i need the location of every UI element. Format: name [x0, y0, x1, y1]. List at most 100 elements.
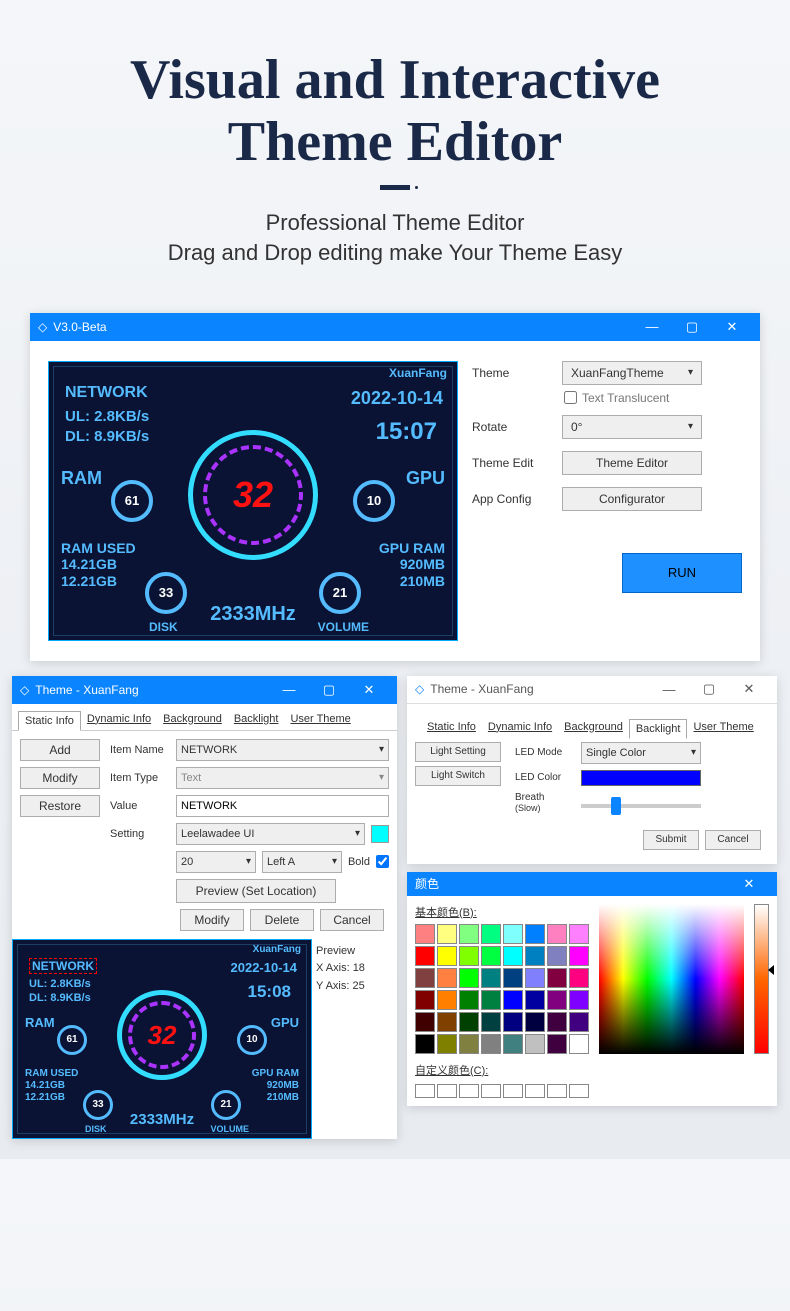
basic-color-swatch[interactable]	[503, 968, 523, 988]
theme-select[interactable]: XuanFangTheme▾	[562, 361, 702, 385]
item-name-select[interactable]: NETWORK▾	[176, 739, 389, 761]
restore-button[interactable]: Restore	[20, 795, 100, 817]
basic-color-swatch[interactable]	[569, 946, 589, 966]
submit-button[interactable]: Submit	[643, 830, 699, 850]
basic-color-swatch[interactable]	[437, 990, 457, 1010]
basic-color-swatch[interactable]	[525, 968, 545, 988]
basic-color-swatch[interactable]	[481, 990, 501, 1010]
custom-color-slot[interactable]	[525, 1084, 545, 1098]
basic-color-swatch[interactable]	[459, 968, 479, 988]
tab-background[interactable]: Background	[157, 710, 228, 730]
tab-backlight[interactable]: Backlight	[228, 710, 285, 730]
basic-color-swatch[interactable]	[547, 968, 567, 988]
add-button[interactable]: Add	[20, 739, 100, 761]
maximize-icon[interactable]: ▢	[672, 313, 712, 341]
minimize-icon[interactable]: —	[632, 313, 672, 341]
basic-color-swatch[interactable]	[525, 924, 545, 944]
tab-user-theme[interactable]: User Theme	[284, 710, 356, 730]
basic-color-swatch[interactable]	[415, 1012, 435, 1032]
luminance-bar[interactable]	[754, 904, 769, 1054]
close-icon[interactable]: ✕	[729, 675, 769, 703]
basic-color-swatch[interactable]	[503, 1034, 523, 1054]
basic-color-swatch[interactable]	[547, 990, 567, 1010]
basic-color-swatch[interactable]	[437, 946, 457, 966]
color-spectrum[interactable]	[599, 904, 744, 1054]
close-icon[interactable]: ✕	[349, 676, 389, 704]
basic-color-swatch[interactable]	[437, 1012, 457, 1032]
basic-color-swatch[interactable]	[547, 946, 567, 966]
basic-color-swatch[interactable]	[459, 924, 479, 944]
color-swatch[interactable]	[371, 825, 389, 843]
custom-color-slot[interactable]	[481, 1084, 501, 1098]
basic-color-swatch[interactable]	[481, 1012, 501, 1032]
tab-background[interactable]: Background	[558, 718, 629, 738]
close-icon[interactable]: ✕	[712, 313, 752, 341]
custom-color-slot[interactable]	[459, 1084, 479, 1098]
delete-button[interactable]: Delete	[250, 909, 314, 931]
basic-color-swatch[interactable]	[547, 1012, 567, 1032]
custom-color-slot[interactable]	[437, 1084, 457, 1098]
basic-color-swatch[interactable]	[415, 924, 435, 944]
basic-color-swatch[interactable]	[437, 1034, 457, 1054]
minimize-icon[interactable]: —	[649, 675, 689, 703]
value-input[interactable]	[176, 795, 389, 817]
basic-color-swatch[interactable]	[481, 924, 501, 944]
breath-slider[interactable]	[581, 804, 701, 808]
size-select[interactable]: 20▾	[176, 851, 256, 873]
custom-color-slot[interactable]	[503, 1084, 523, 1098]
led-color-swatch[interactable]	[581, 770, 701, 786]
preview-location-button[interactable]: Preview (Set Location)	[176, 879, 336, 903]
main-titlebar[interactable]: ◇ V3.0-Beta — ▢ ✕	[30, 313, 760, 341]
tab-static-info[interactable]: Static Info	[421, 718, 482, 738]
pointer-icon[interactable]	[768, 965, 774, 975]
modify-action-button[interactable]: Modify	[180, 909, 244, 931]
basic-color-swatch[interactable]	[525, 946, 545, 966]
basic-color-swatch[interactable]	[415, 968, 435, 988]
basic-color-swatch[interactable]	[503, 924, 523, 944]
basic-color-swatch[interactable]	[459, 1012, 479, 1032]
editor-dashboard-preview[interactable]: XuanFang NETWORK UL: 2.8KB/s DL: 8.9KB/s…	[12, 939, 312, 1139]
basic-color-swatch[interactable]	[459, 946, 479, 966]
custom-color-slot[interactable]	[547, 1084, 567, 1098]
light-setting-button[interactable]: Light Setting	[415, 742, 501, 762]
led-mode-select[interactable]: Single Color▾	[581, 742, 701, 764]
basic-color-swatch[interactable]	[415, 1034, 435, 1054]
cancel-button[interactable]: Cancel	[705, 830, 761, 850]
run-button[interactable]: RUN	[622, 553, 742, 593]
cancel-button[interactable]: Cancel	[320, 909, 384, 931]
backlight-titlebar[interactable]: ◇ Theme - XuanFang — ▢ ✕	[407, 676, 777, 704]
basic-color-swatch[interactable]	[569, 1034, 589, 1054]
configurator-button[interactable]: Configurator	[562, 487, 702, 511]
basic-color-swatch[interactable]	[547, 924, 567, 944]
modify-button[interactable]: Modify	[20, 767, 100, 789]
basic-color-swatch[interactable]	[525, 1012, 545, 1032]
item-type-select[interactable]: Text▾	[176, 767, 389, 789]
close-icon[interactable]: ✕	[729, 870, 769, 898]
tab-backlight[interactable]: Backlight	[629, 719, 688, 739]
basic-color-swatch[interactable]	[569, 1012, 589, 1032]
maximize-icon[interactable]: ▢	[689, 675, 729, 703]
bold-checkbox[interactable]	[376, 855, 389, 868]
basic-color-swatch[interactable]	[459, 990, 479, 1010]
basic-color-swatch[interactable]	[503, 1012, 523, 1032]
theme-editor-button[interactable]: Theme Editor	[562, 451, 702, 475]
font-select[interactable]: Leelawadee UI▾	[176, 823, 365, 845]
selected-item-highlight[interactable]: NETWORK	[29, 958, 97, 974]
tab-dynamic-info[interactable]: Dynamic Info	[482, 718, 558, 738]
basic-color-swatch[interactable]	[437, 924, 457, 944]
basic-color-swatch[interactable]	[569, 924, 589, 944]
tab-static-info[interactable]: Static Info	[18, 711, 81, 731]
maximize-icon[interactable]: ▢	[309, 676, 349, 704]
editor-titlebar[interactable]: ◇ Theme - XuanFang — ▢ ✕	[12, 676, 397, 704]
tab-user-theme[interactable]: User Theme	[687, 718, 759, 738]
color-titlebar[interactable]: 颜色 ✕	[407, 872, 777, 896]
light-switch-button[interactable]: Light Switch	[415, 766, 501, 786]
basic-color-swatch[interactable]	[437, 968, 457, 988]
custom-color-slot[interactable]	[569, 1084, 589, 1098]
basic-color-swatch[interactable]	[503, 946, 523, 966]
basic-color-swatch[interactable]	[525, 1034, 545, 1054]
basic-color-swatch[interactable]	[547, 1034, 567, 1054]
custom-color-slot[interactable]	[415, 1084, 435, 1098]
basic-color-swatch[interactable]	[415, 946, 435, 966]
basic-color-swatch[interactable]	[481, 968, 501, 988]
